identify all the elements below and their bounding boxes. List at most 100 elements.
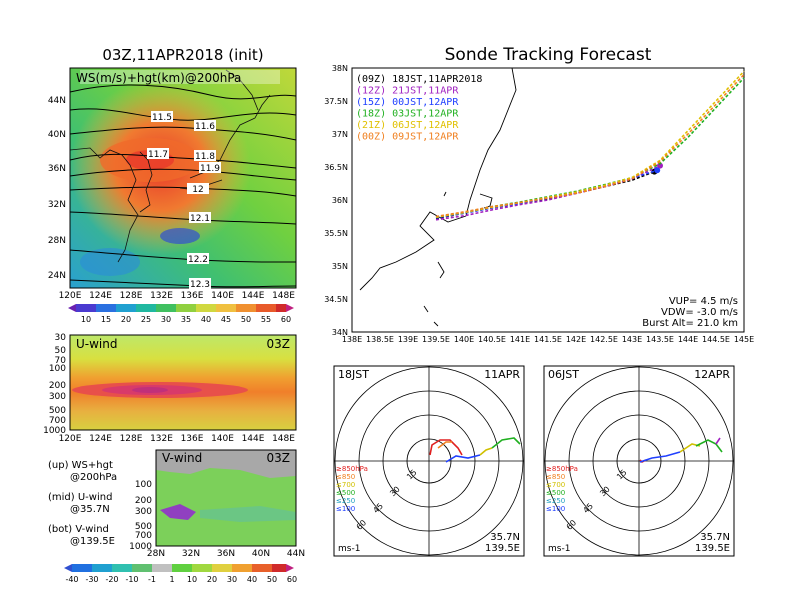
hodograph-legend-entry: ≤700 [336,481,355,489]
vwind-pressure-tick: 1000 [129,542,152,552]
wind-colorbar-label: -10 [125,575,138,584]
ws-colorbar-label: 45 [221,315,231,324]
track-lon-tick: 141.5E [534,335,562,344]
track-lon-tick: 142.5E [590,335,618,344]
track-lon-tick: 144.5E [702,335,730,344]
track-param: VUP= 4.5 m/s [669,296,738,307]
ws-map-lat-tick: 28N [48,236,66,246]
track-legend-entry: (18Z) 03JST,12APR [356,109,459,120]
contour-label-bg [189,278,211,289]
track-lat-tick: 34.5N [324,295,348,304]
vwind-title: V-wind [162,451,202,465]
vwind-lat-tick: 32N [182,549,200,559]
vwind-pressure-tick: 700 [135,531,152,541]
hodograph-trace [695,439,723,453]
uwind-pressure-tick: 200 [49,381,66,391]
uwind-section [69,334,297,431]
wind-colorbar-label: -40 [65,575,78,584]
ws-colorbar-label: 35 [181,315,191,324]
hodograph-legend-entry: ≤850 [336,473,355,481]
note-line: (mid) U-wind [48,492,112,503]
track-lon-tick: 143.5E [646,335,674,344]
vwind-lat-tick: 28N [147,549,165,559]
track-lon-tick: 140E [454,335,474,344]
vwind-pressure-tick: 200 [135,496,152,506]
uwind-pressure-tick: 30 [55,333,67,343]
hodograph-legend-entry: ≤850 [546,473,565,481]
ws-map-lon-tick: 148E [272,291,295,301]
track-lat-tick: 37.5N [324,97,348,106]
ws-map-contour-labels: 11.5 11.6 11.7 11.8 11.9 12 12.1 12.2 12.3 [147,111,221,290]
wind-colorbar-label: -30 [85,575,98,584]
track-lat-tick: 37N [332,130,348,139]
uwind-pressure-tick: 300 [49,392,66,402]
track-lon-tick: 138.5E [366,335,394,344]
contour-label: 12 [192,185,203,195]
track-lon-tick: 145E [734,335,754,344]
hodograph-legend-entry: ≤100 [336,505,355,513]
note-line: (up) WS+hgt [48,460,113,471]
wind-colorbar-label: 50 [267,575,277,584]
track-legend-entry: (00Z) 09JST,12APR [356,132,459,143]
ws-colorbar-label: 10 [81,315,91,324]
hodograph-lat: 35.7N [700,532,730,543]
ws-map-lon-tick: 120E [59,291,82,301]
hodograph-trace [479,447,493,456]
track-lat-tick: 35.5N [324,229,348,238]
track-line [435,74,745,218]
ws-colorbar-label: 30 [161,315,171,324]
track-lon-tick: 139E [398,335,418,344]
contour-label-bg [199,162,221,173]
uwind-lon-ticks: 120E 124E 128E 132E 136E 140E 144E 148E [59,434,296,444]
ws-map-lat-tick: 40N [48,130,66,140]
ws-map-lat-ticks: 44N 40N 36N 32N 28N 24N [48,96,66,281]
contour-label-bg [189,212,211,223]
wind-colorbar-label: 20 [207,575,217,584]
hodograph-trace [715,437,721,445]
hodograph-trace [437,441,452,449]
track-lon-tick: 140.5E [478,335,506,344]
ws-map-lon-ticks: 120E 124E 128E 132E 136E 140E 144E 148E [59,291,296,301]
ws-map-label: WS(m/s)+hgt(km)@200hPa [76,71,241,85]
vwind-lat-tick: 36N [217,549,235,559]
hodograph-trace [429,439,463,456]
uwind-lon-tick: 120E [59,434,82,444]
track-lon-ticks: 138E 138.5E 139E 139.5E 140E 140.5E 141E 141.5E… [342,335,754,344]
ws-colorbar-label: 40 [201,315,211,324]
note-line: @35.7N [70,504,110,515]
vwind-pressure-tick: 100 [135,480,152,490]
track-lat-tick: 38N [332,64,348,73]
note-line: (bot) V-wind [48,524,109,535]
uwind-lon-tick: 132E [150,434,173,444]
ws-colorbar-labels: 10 15 20 25 30 35 40 45 50 55 60 [81,315,291,324]
contour-label: 12.1 [190,214,210,224]
hodograph-legend-entry: ≥850hPa [546,465,578,473]
uwind-pressure-tick: 70 [55,356,67,366]
track-lon-tick: 141E [510,335,530,344]
uwind-pressure-tick: 700 [49,416,66,426]
track-lat-ticks: 38N 37.5N 37N 36.5N 36N 35.5N 35N 34.5N 34N [324,64,348,337]
uwind-pressure-tick: 1000 [43,426,66,436]
track-lines [435,70,745,221]
hodograph-time: 06JST [548,368,579,381]
hodograph-legend-entry: ≤250 [546,497,565,505]
ws-map-lon-tick: 144E [242,291,265,301]
contour-label: 12.3 [190,280,210,290]
track-burst-point [654,167,661,174]
uwind-title: U-wind [76,337,117,351]
contour-label-bg [147,148,169,159]
vwind-lat-tick: 40N [252,549,270,559]
contour-label: 11.5 [152,113,172,123]
track-lat-tick: 36N [332,196,348,205]
note-line: @200hPa [70,472,117,483]
track-legend-entry: (12Z) 21JST,11APR [356,86,459,97]
ws-map-lat-tick: 24N [48,271,66,281]
track-map-frame [351,67,745,333]
wind-colorbar-label: -1 [148,575,156,584]
